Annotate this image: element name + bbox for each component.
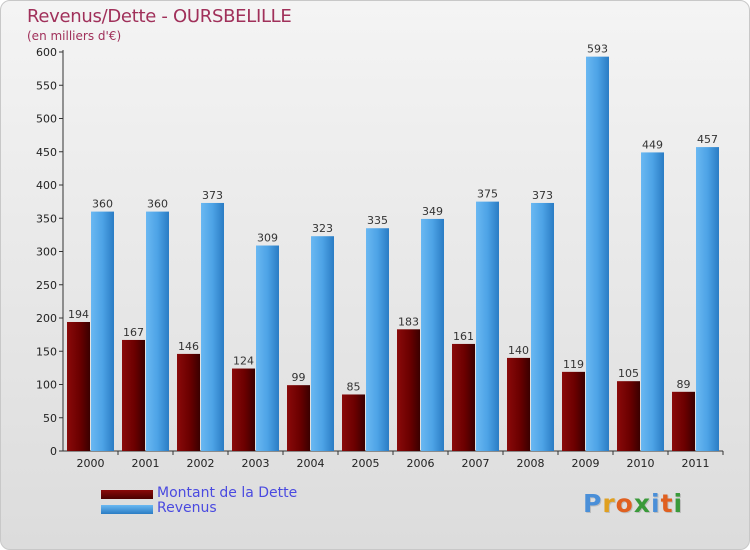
y-tick-label: 550: [36, 79, 57, 92]
value-label-dette-2003: 124: [233, 355, 254, 368]
x-tick-label-2008: 2008: [517, 457, 545, 470]
value-label-revenus-2001: 360: [147, 198, 168, 211]
y-tick-label: 450: [36, 146, 57, 159]
bar-revenus-2000: [91, 211, 114, 451]
value-label-dette-2006: 183: [398, 315, 419, 328]
y-tick-label: 500: [36, 113, 57, 126]
x-tick-label-2010: 2010: [627, 457, 655, 470]
x-tick-label-2007: 2007: [462, 457, 490, 470]
x-tick-label-2011: 2011: [682, 457, 710, 470]
value-label-revenus-2006: 349: [422, 205, 443, 218]
y-tick-label: 600: [36, 46, 57, 59]
value-label-revenus-2011: 457: [697, 133, 718, 146]
value-label-dette-2010: 105: [618, 367, 639, 380]
x-tick-label-2005: 2005: [352, 457, 380, 470]
value-label-revenus-2010: 449: [642, 138, 663, 151]
legend-label-dette: Montant de la Dette: [157, 485, 298, 501]
value-label-dette-2005: 85: [347, 380, 361, 393]
bar-revenus-2008: [531, 202, 554, 451]
value-label-revenus-2007: 375: [477, 188, 498, 201]
y-tick-label: 0: [50, 445, 57, 458]
y-tick-label: 400: [36, 179, 57, 192]
y-tick-label: 250: [36, 279, 57, 292]
legend-label-revenus: Revenus: [157, 500, 217, 516]
bar-dette-2011: [672, 391, 695, 451]
value-label-dette-2000: 194: [68, 308, 89, 321]
bar-revenus-2007: [476, 201, 499, 451]
bar-dette-2007: [452, 343, 475, 451]
bar-dette-2005: [342, 394, 365, 451]
bar-dette-2004: [287, 385, 310, 451]
chart-title: Revenus/Dette - OURSBELILLE: [27, 6, 292, 27]
y-tick-label: 150: [36, 345, 57, 358]
value-label-revenus-2009: 593: [587, 43, 608, 56]
x-tick-label-2002: 2002: [187, 457, 215, 470]
value-label-dette-2004: 99: [292, 371, 306, 384]
bar-dette-2010: [617, 381, 640, 451]
bar-revenus-2005: [366, 228, 389, 451]
y-tick-label: 100: [36, 379, 57, 392]
bar-revenus-2009: [586, 56, 609, 451]
bar-revenus-2011: [696, 147, 719, 451]
bar-dette-2008: [507, 357, 530, 451]
y-tick-label: 350: [36, 212, 57, 225]
value-label-dette-2002: 146: [178, 340, 199, 353]
bar-revenus-2003: [256, 245, 279, 451]
x-tick-label-2001: 2001: [132, 457, 160, 470]
bar-dette-2009: [562, 371, 585, 451]
value-label-revenus-2004: 323: [312, 222, 333, 235]
y-tick-label: 50: [43, 412, 57, 425]
value-label-dette-2008: 140: [508, 344, 529, 357]
value-label-revenus-2003: 309: [257, 232, 278, 245]
bar-dette-2002: [177, 353, 200, 451]
value-label-revenus-2002: 373: [202, 189, 223, 202]
legend-swatch-revenus: [101, 505, 153, 514]
bar-dette-2003: [232, 368, 255, 451]
value-label-dette-2007: 161: [453, 330, 474, 343]
y-tick-label: 300: [36, 246, 57, 259]
y-tick-label: 200: [36, 312, 57, 325]
value-label-revenus-2000: 360: [92, 198, 113, 211]
bar-revenus-2001: [146, 211, 169, 451]
proxiti-logo: Proxiti: [583, 489, 684, 518]
chart-subtitle: (en milliers d'€): [27, 29, 122, 43]
x-tick-label-2000: 2000: [77, 457, 105, 470]
value-label-dette-2011: 89: [677, 378, 691, 391]
value-label-dette-2001: 167: [123, 326, 144, 339]
bar-revenus-2006: [421, 218, 444, 451]
bar-revenus-2010: [641, 152, 664, 452]
x-tick-label-2006: 2006: [407, 457, 435, 470]
bar-dette-2001: [122, 339, 145, 451]
bar-revenus-2002: [201, 202, 224, 451]
value-label-revenus-2005: 335: [367, 214, 388, 227]
legend-swatch-dette: [101, 490, 153, 499]
x-tick-label-2004: 2004: [297, 457, 325, 470]
bar-revenus-2004: [311, 236, 334, 451]
bar-dette-2006: [397, 329, 420, 451]
value-label-dette-2009: 119: [563, 358, 584, 371]
x-tick-label-2003: 2003: [242, 457, 270, 470]
bar-dette-2000: [67, 321, 90, 451]
value-label-revenus-2008: 373: [532, 189, 553, 202]
x-tick-label-2009: 2009: [572, 457, 600, 470]
